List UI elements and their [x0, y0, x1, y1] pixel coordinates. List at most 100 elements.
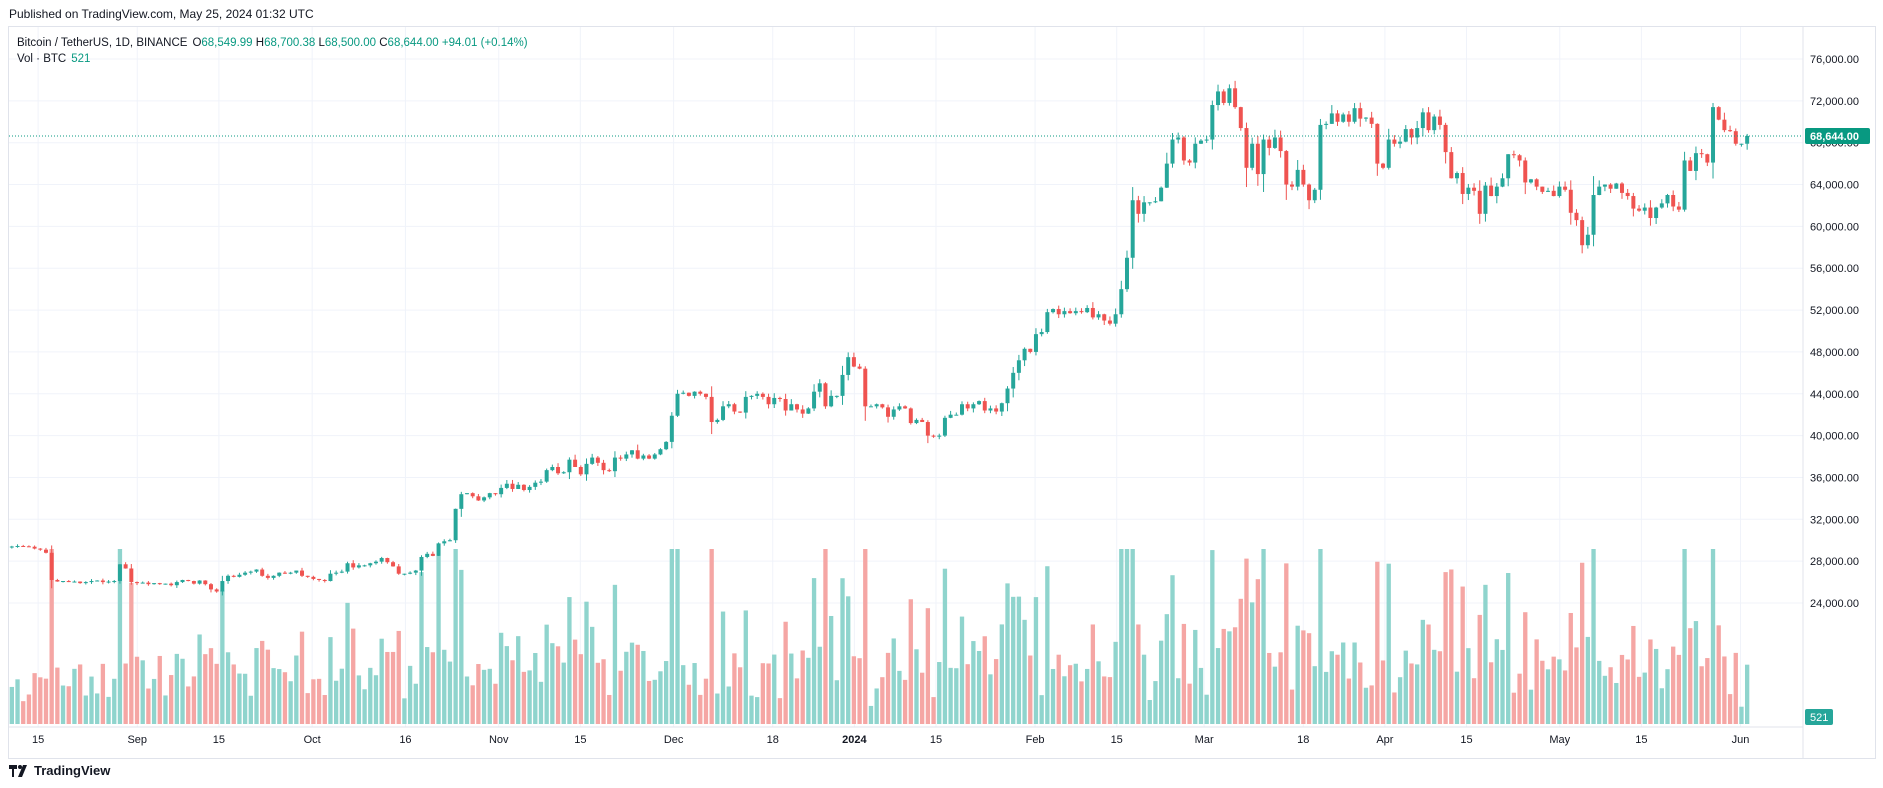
volume-bar [527, 670, 532, 724]
volume-bar [1494, 639, 1499, 724]
candle-body [49, 552, 54, 580]
candle-body [868, 406, 873, 408]
volume-bar [390, 651, 396, 724]
candle-body [1130, 200, 1135, 258]
volume-bar [481, 669, 487, 724]
candle-body [470, 493, 475, 497]
volume-bar [567, 597, 572, 724]
volume-bar [857, 658, 862, 724]
candle-body [1176, 137, 1181, 140]
candle-body [1671, 195, 1676, 207]
candle-body [21, 545, 26, 547]
chart-frame[interactable] [8, 26, 1876, 759]
price-tick-label: 24,000.00 [1810, 598, 1859, 610]
candle-body [1022, 348, 1027, 361]
volume-bar [840, 578, 845, 724]
volume-bar [555, 646, 561, 724]
volume-bar [1278, 652, 1283, 724]
volume-bar [993, 659, 999, 724]
volume-bar [1352, 642, 1357, 724]
volume-bar [777, 698, 783, 724]
candle-body [419, 556, 424, 571]
volume-bar [1705, 658, 1710, 724]
volume-bar [1232, 627, 1238, 724]
volume-bar [106, 696, 111, 724]
volume-bar [874, 688, 879, 724]
volume-bar [117, 549, 123, 724]
candle-body [994, 408, 999, 412]
candle-body [1210, 105, 1215, 140]
volume-bar [1568, 612, 1573, 724]
volume-bar [1574, 647, 1579, 724]
volume-bar [1073, 663, 1078, 724]
volume-bar [1238, 598, 1243, 724]
candle-body [436, 543, 441, 556]
symbol-label[interactable]: Bitcoin / TetherUS, 1D, BINANCE [17, 37, 188, 49]
candle-body [32, 546, 37, 549]
volume-bar [1614, 682, 1619, 724]
candle-body [1107, 320, 1112, 324]
volume-bar [811, 578, 817, 724]
candle-body [1278, 137, 1283, 152]
candle-body [635, 450, 640, 459]
candle-body [1096, 314, 1101, 318]
candle-body [1073, 311, 1078, 314]
candle-body [55, 579, 60, 582]
volume-bar [1033, 597, 1039, 724]
volume-bar [504, 646, 509, 724]
volume-bar [999, 624, 1004, 724]
volume-bar [140, 660, 145, 724]
candle-body [1437, 116, 1442, 125]
candle-body [385, 558, 390, 563]
volume-bar [1602, 675, 1608, 724]
time-tick-label: 15 [1635, 734, 1647, 746]
candle-body [368, 563, 373, 566]
candle-body [960, 404, 964, 415]
candle-body [476, 496, 481, 501]
volume-bar [1039, 695, 1044, 724]
candle-body [300, 570, 305, 576]
volume-bar [1170, 575, 1175, 724]
candle-body [686, 392, 691, 396]
candle-body [1028, 348, 1033, 352]
candle-body [248, 571, 253, 573]
candle-body [1181, 137, 1186, 161]
volume-bar [965, 664, 970, 724]
volume-bar [1210, 550, 1215, 724]
volume-bar [1284, 563, 1289, 724]
volume-bar [1739, 706, 1744, 724]
volume-bar [1403, 650, 1408, 724]
volume-bar [1733, 652, 1738, 724]
candle-body [999, 403, 1004, 412]
volume-bar [1710, 549, 1716, 724]
volume-bar [1534, 639, 1539, 724]
candle-body [180, 579, 185, 583]
volume-bar [1506, 573, 1511, 724]
candle-body [1443, 124, 1448, 153]
candle-body [1574, 212, 1579, 221]
candle-body [567, 459, 572, 473]
candle-body [1301, 169, 1306, 185]
candle-body [612, 457, 617, 472]
candle-body [112, 581, 117, 583]
candle-body [379, 558, 384, 562]
volume-bar [168, 675, 174, 724]
volume-bar [1471, 678, 1477, 724]
candle-body [15, 545, 20, 547]
volume-bar [231, 664, 236, 724]
price-tick-label: 28,000.00 [1810, 556, 1859, 568]
volume-label[interactable]: Vol · BTC [17, 53, 67, 65]
tradingview-logo[interactable]: TradingView [9, 763, 110, 778]
candle-body [977, 401, 982, 405]
volume-bar [1141, 654, 1147, 724]
volume-bar [669, 549, 674, 724]
candle-body [681, 392, 686, 394]
candle-body [1142, 202, 1147, 214]
volume-bar [163, 695, 168, 724]
candle-body [1204, 139, 1209, 141]
candle-body [1045, 312, 1050, 333]
candle-body [1699, 153, 1704, 155]
candle-body [1068, 311, 1073, 314]
volume-bar [806, 657, 811, 724]
